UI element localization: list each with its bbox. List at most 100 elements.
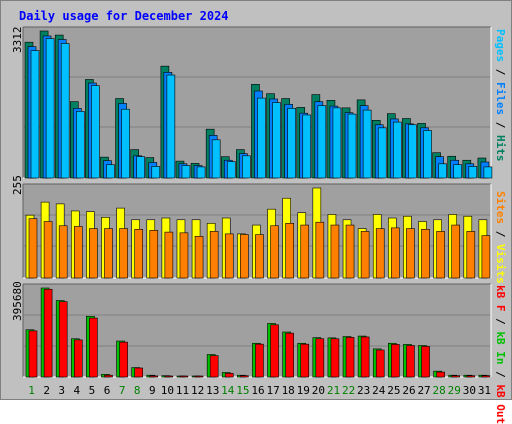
x-tick-day-1: 1 xyxy=(28,384,35,397)
bar-sites-day-12 xyxy=(194,236,204,279)
x-tick-day-8: 8 xyxy=(134,384,141,397)
bar-kb-out-day-10 xyxy=(164,375,174,378)
bar-kb-out-day-5 xyxy=(89,317,98,378)
bar-kb-out-day-16 xyxy=(255,343,264,378)
bar-kb-out-day-2 xyxy=(43,288,53,378)
x-tick-day-5: 5 xyxy=(89,384,96,397)
bar-sites-day-19 xyxy=(300,224,310,279)
bar-pages-day-24 xyxy=(377,127,387,179)
bar-sites-day-14 xyxy=(224,233,234,279)
bar-kb-out-day-31 xyxy=(481,375,491,378)
bar-sites-day-18 xyxy=(285,222,294,279)
x-tick-day-2: 2 xyxy=(43,384,50,397)
x-tick-day-24: 24 xyxy=(372,384,386,397)
bar-kb-out-day-9 xyxy=(149,375,159,378)
x-tick-day-17: 17 xyxy=(266,384,279,397)
bar-kb-out-day-22 xyxy=(345,337,355,378)
bar-kb-out-day-24 xyxy=(375,349,385,378)
x-tick-day-12: 12 xyxy=(191,384,204,397)
bar-sites-day-23 xyxy=(360,231,370,279)
bar-pages-day-15 xyxy=(242,155,251,179)
bar-sites-day-5 xyxy=(89,228,98,279)
x-tick-day-29: 29 xyxy=(448,384,461,397)
bar-sites-day-22 xyxy=(345,224,355,279)
bar-kb-out-day-11 xyxy=(179,375,189,378)
bar-sites-day-28 xyxy=(436,231,445,279)
bar-sites-day-8 xyxy=(134,228,143,279)
bar-pages-day-2 xyxy=(45,38,55,179)
x-tick-day-15: 15 xyxy=(236,384,249,397)
bar-pages-day-11 xyxy=(181,165,191,179)
bar-kb-out-day-21 xyxy=(330,338,340,378)
bar-sites-day-6 xyxy=(104,228,113,279)
bar-pages-day-22 xyxy=(347,113,357,179)
x-tick-day-9: 9 xyxy=(149,384,156,397)
x-tick-day-27: 27 xyxy=(417,384,430,397)
bar-pages-day-17 xyxy=(272,102,281,179)
x-tick-day-18: 18 xyxy=(282,384,295,397)
bar-pages-day-28 xyxy=(438,163,447,179)
bar-kb-out-day-14 xyxy=(224,373,234,378)
bar-pages-day-19 xyxy=(302,114,312,179)
bar-sites-day-31 xyxy=(481,235,491,279)
bar-sites-day-20 xyxy=(315,221,325,279)
bar-pages-day-16 xyxy=(257,97,266,179)
bar-kb-out-day-19 xyxy=(300,343,310,378)
x-tick-day-25: 25 xyxy=(387,384,400,397)
bar-sites-day-21 xyxy=(330,224,340,279)
bar-pages-day-4 xyxy=(75,111,85,179)
bar-pages-day-13 xyxy=(211,139,221,179)
bar-pages-day-30 xyxy=(468,166,478,179)
x-tick-day-19: 19 xyxy=(297,384,310,397)
bar-sites-day-1 xyxy=(28,218,38,279)
x-tick-day-30: 30 xyxy=(463,384,476,397)
x-tick-day-4: 4 xyxy=(74,384,81,397)
x-tick-day-10: 10 xyxy=(161,384,174,397)
bar-kb-out-day-4 xyxy=(73,339,83,378)
bar-sites-day-4 xyxy=(73,226,83,279)
bar-kb-out-day-6 xyxy=(104,374,113,378)
bar-sites-day-2 xyxy=(43,221,53,279)
usage-chart-svg: 1 2 3 4 5 6 7 8 9 10 11 12 13 14 15 16 17 18 19 20 21 22 23 24 2… xyxy=(22,26,493,397)
bar-kb-out-day-23 xyxy=(360,336,370,378)
bar-kb-out-day-8 xyxy=(134,367,143,378)
x-tick-day-6: 6 xyxy=(104,384,111,397)
bar-sites-day-16 xyxy=(255,234,264,279)
bar-sites-day-25 xyxy=(391,227,400,279)
x-tick-day-11: 11 xyxy=(176,384,189,397)
x-tick-day-28: 28 xyxy=(433,384,446,397)
x-tick-day-22: 22 xyxy=(342,384,355,397)
bar-pages-day-21 xyxy=(332,107,342,179)
bar-kb-out-day-7 xyxy=(119,341,128,378)
bar-sites-day-15 xyxy=(240,234,249,279)
bar-pages-day-20 xyxy=(317,105,327,179)
bar-kb-out-day-15 xyxy=(240,375,249,378)
x-tick-day-21: 21 xyxy=(327,384,340,397)
bar-kb-out-day-3 xyxy=(58,301,68,378)
bar-pages-day-1 xyxy=(30,50,40,179)
bar-kb-out-day-27 xyxy=(421,346,430,378)
bar-sites-day-24 xyxy=(375,228,385,279)
bar-pages-day-23 xyxy=(362,109,372,179)
chart-title: Daily usage for December 2024 xyxy=(19,9,229,23)
bar-pages-day-18 xyxy=(287,108,296,179)
bar-pages-day-6 xyxy=(106,164,115,179)
bar-pages-day-5 xyxy=(91,85,100,179)
bar-sites-day-7 xyxy=(119,228,128,279)
bar-pages-day-31 xyxy=(483,166,493,179)
x-tick-day-26: 26 xyxy=(402,384,415,397)
x-tick-day-31: 31 xyxy=(478,384,491,397)
x-tick-day-7: 7 xyxy=(119,384,126,397)
bar-kb-out-day-13 xyxy=(209,355,219,378)
bar-sites-day-26 xyxy=(406,228,415,279)
x-tick-day-23: 23 xyxy=(357,384,370,397)
x-tick-day-3: 3 xyxy=(58,384,65,397)
x-tick-day-20: 20 xyxy=(312,384,325,397)
bar-kb-out-day-12 xyxy=(194,375,204,378)
bar-pages-day-12 xyxy=(196,166,206,179)
bar-kb-out-day-29 xyxy=(451,375,461,378)
x-tick-day-16: 16 xyxy=(251,384,264,397)
bar-sites-day-27 xyxy=(421,228,430,279)
bar-pages-day-29 xyxy=(453,164,463,179)
